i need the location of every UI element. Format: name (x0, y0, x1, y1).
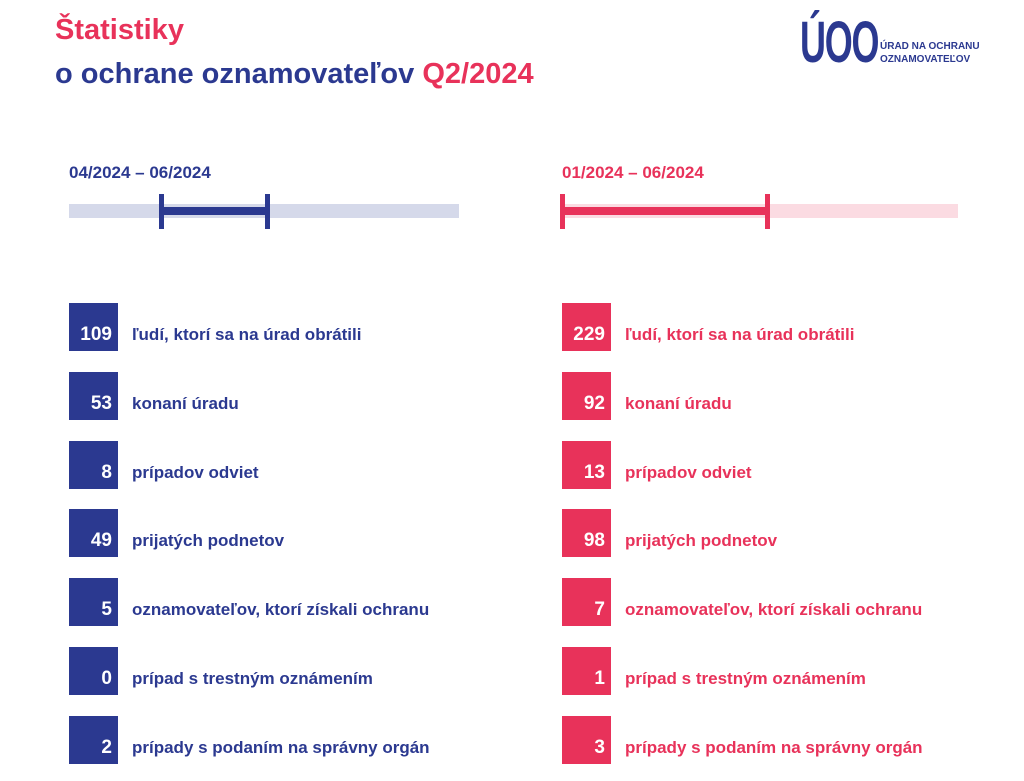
timeline-range (162, 207, 268, 215)
stat-value: 229 (562, 303, 611, 351)
stat-value: 98 (562, 509, 611, 558)
stat-value: 13 (562, 440, 611, 489)
stat-label: prípad s trestným oznámením (625, 669, 866, 688)
timeline-cap (765, 194, 770, 229)
stat-label: ľudí, ktorí sa na úrad obrátili (625, 325, 855, 344)
stat-label: konaní úradu (625, 393, 732, 413)
stat-value: 109 (69, 303, 118, 351)
timeline-cap (159, 194, 164, 229)
stat-label: prípadov odviet (625, 462, 752, 482)
stat-value: 49 (69, 509, 118, 558)
stat-value: 5 (69, 578, 118, 627)
period-label: 01/2024 – 06/2024 (562, 163, 704, 182)
logo-text: OZNAMOVATEĽOV (880, 54, 971, 65)
subtitle-highlight: Q2/2024 (422, 58, 534, 90)
logo-mark: ÚOO (800, 10, 879, 75)
stat-label: oznamovateľov, ktorí získali ochranu (625, 600, 923, 620)
stat-label: prípady s podaním na správny orgán (132, 737, 430, 757)
timeline-range (562, 207, 768, 215)
period-label: 04/2024 – 06/2024 (69, 163, 211, 182)
stat-value: 7 (562, 578, 611, 627)
stat-label: prijatých podnetov (132, 531, 285, 551)
subtitle-text: o ochrane oznamovateľov (55, 58, 415, 90)
title: Štatistiky (55, 14, 184, 46)
stat-label: prípady s podaním na správny orgán (625, 737, 923, 757)
stat-value: 0 (69, 647, 118, 695)
timeline-cap (265, 194, 270, 229)
timeline-cap (560, 194, 565, 229)
timelines (69, 194, 958, 229)
stat-value: 1 (562, 647, 611, 695)
stat-value: 2 (69, 715, 118, 764)
stat-label: prijatých podnetov (625, 531, 778, 551)
subtitle: o ochrane oznamovateľov Q2/2024 (55, 58, 534, 91)
stat-value: 8 (69, 440, 118, 489)
stat-value: 3 (562, 715, 611, 764)
stat-label: prípad s trestným oznámením (132, 669, 373, 688)
stat-label: prípadov odviet (132, 462, 259, 482)
stat-label: oznamovateľov, ktorí získali ochranu (132, 600, 430, 620)
stat-label: ľudí, ktorí sa na úrad obrátili (132, 325, 362, 344)
logo-text: ÚRAD NA OCHRANU (880, 41, 980, 52)
stat-value: 92 (562, 371, 611, 420)
stat-label: konaní úradu (132, 393, 239, 413)
stat-value: 53 (69, 371, 118, 420)
